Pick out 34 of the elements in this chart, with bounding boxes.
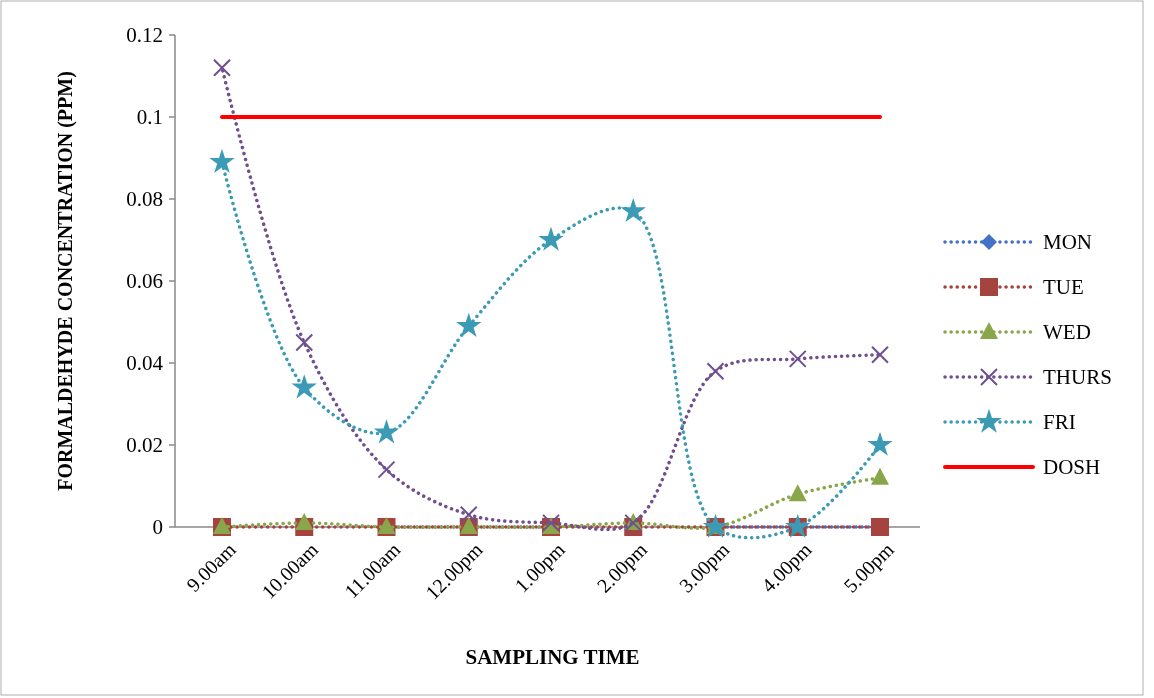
y-axis-title: FORMALDEHYDE CONCENTRATION (PPM) <box>53 71 77 491</box>
y-tick-label: 0.08 <box>126 187 163 212</box>
legend-label: TUE <box>1043 275 1084 300</box>
y-tick-label: 0.06 <box>126 269 163 294</box>
point <box>209 148 235 173</box>
y-tick-label: 0.1 <box>136 105 163 130</box>
point <box>213 58 231 77</box>
point <box>295 512 314 530</box>
y-tick-label: 0.12 <box>126 23 163 48</box>
point <box>788 349 807 368</box>
legend-label: DOSH <box>1043 455 1101 480</box>
x-axis-title: SAMPLING TIME <box>465 645 640 669</box>
y-tick-label: 0.04 <box>126 351 164 376</box>
y-tick-label: 0 <box>152 515 163 540</box>
point <box>871 345 889 364</box>
point <box>291 374 317 399</box>
point <box>788 484 807 502</box>
y-tick-label: 0.02 <box>126 433 163 458</box>
point <box>867 431 893 456</box>
point <box>871 467 889 485</box>
legend-label: FRI <box>1043 410 1076 435</box>
legend-label: MON <box>1043 230 1093 255</box>
point <box>620 197 646 223</box>
point <box>706 362 725 381</box>
legend-label: THURS <box>1043 365 1112 390</box>
point <box>295 333 314 352</box>
legend-label: WED <box>1043 320 1091 345</box>
point <box>459 505 478 524</box>
point <box>377 460 396 479</box>
point <box>538 226 564 251</box>
point <box>373 419 400 444</box>
point <box>456 312 482 337</box>
point <box>785 513 811 538</box>
point <box>542 513 560 532</box>
